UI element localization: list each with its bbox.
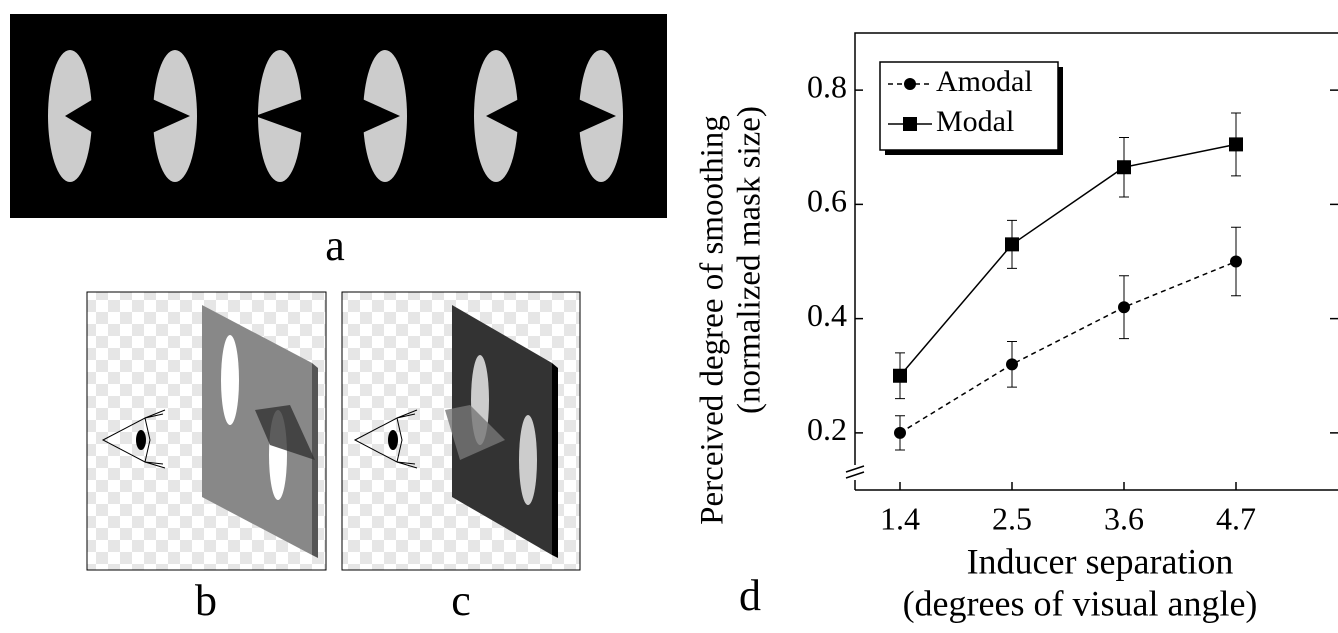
marker <box>894 427 906 439</box>
legend-marker <box>904 78 916 90</box>
panel-label: a <box>325 221 345 270</box>
y-axis-label: Perceived degree of smoothing <box>695 115 731 525</box>
marker <box>1005 237 1019 251</box>
panel-c: c <box>342 292 580 625</box>
panel-label: c <box>451 576 471 625</box>
x-tick-label: 3.6 <box>1104 500 1144 536</box>
legend-label: Amodal <box>936 65 1033 98</box>
series-line <box>900 144 1236 375</box>
panel-a: a <box>10 14 667 270</box>
x-tick-label: 4.7 <box>1216 500 1256 536</box>
y-axis-label: (normalized mask size) <box>732 106 768 414</box>
marker <box>1118 301 1130 313</box>
x-axis-label: (degrees of visual angle) <box>903 583 1258 623</box>
x-tick-label: 2.5 <box>992 500 1032 536</box>
panel-label: d <box>739 571 761 620</box>
y-tick-label: 0.2 <box>807 411 847 447</box>
x-tick-label: 1.4 <box>880 500 920 536</box>
legend-label: Modal <box>936 105 1014 138</box>
figure: a b c d 0.2 0.4 0.6 0.8 1.4 2.5 3.6 4.7 Inducer … <box>0 0 1338 633</box>
y-tick-label: 0.6 <box>807 183 847 219</box>
marker <box>1006 358 1018 370</box>
marker <box>1229 137 1243 151</box>
marker <box>1117 160 1131 174</box>
legend-marker <box>903 117 917 131</box>
marker <box>893 369 907 383</box>
series-line <box>900 262 1236 433</box>
panel-label: b <box>195 576 217 625</box>
panel-b: b <box>87 292 326 625</box>
y-tick-label: 0.8 <box>807 68 847 104</box>
y-tick-label: 0.4 <box>807 297 847 333</box>
x-axis-label: Inducer separation <box>967 541 1234 581</box>
marker <box>1230 256 1242 268</box>
